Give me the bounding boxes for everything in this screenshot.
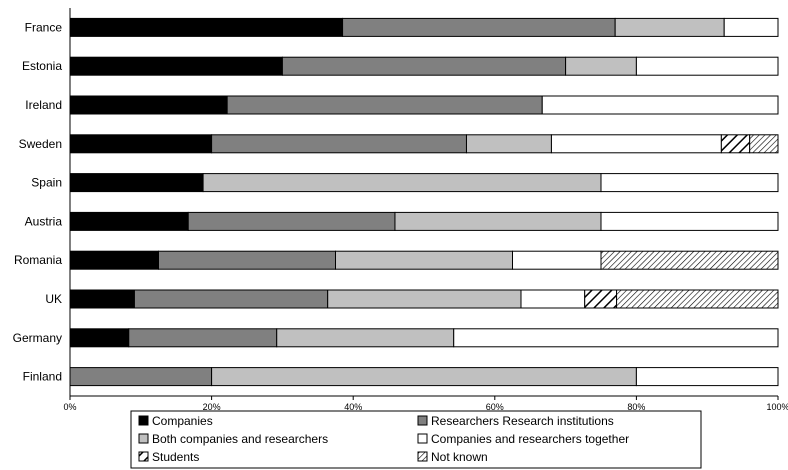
- bar-ireland-companies-and-researchers-together: [541, 95, 779, 115]
- bar-uk-companies-and-researchers-together: [520, 289, 586, 309]
- bar-estonia-companies: [69, 56, 283, 76]
- category-label: Ireland: [25, 98, 62, 112]
- legend-label-not-known: Not known: [431, 450, 488, 464]
- bar-finland-both-companies-and-researchers: [211, 367, 637, 387]
- bar-finland-companies-and-researchers-together: [635, 367, 779, 387]
- bar-austria-companies-and-researchers-together: [600, 211, 779, 231]
- bar-austria-companies: [69, 211, 189, 231]
- bar-ireland-researchers-research-institutions: [226, 95, 543, 115]
- bar-sweden-both-companies-and-researchers: [465, 134, 552, 154]
- bar-germany-companies-and-researchers-together: [453, 328, 779, 348]
- bar-austria-both-companies-and-researchers: [394, 211, 602, 231]
- bar-spain-companies: [69, 173, 204, 193]
- bar-france-companies: [69, 17, 344, 37]
- bar-estonia-researchers-research-institutions: [281, 56, 567, 76]
- x-tick-label: 80%: [627, 402, 645, 412]
- legend: Companies Researchers Research institutio…: [130, 410, 702, 469]
- x-tick-label: 60%: [486, 402, 504, 412]
- bar-sweden-companies-and-researchers-together: [550, 134, 722, 154]
- bar-estonia-companies-and-researchers-together: [635, 56, 779, 76]
- bar-germany-companies: [69, 328, 130, 348]
- legend-swatch-companies: [138, 415, 149, 426]
- bar-uk-not-known: [616, 289, 779, 309]
- bar-romania-companies-and-researchers-together: [512, 250, 602, 270]
- bar-france-researchers-research-institutions: [342, 17, 616, 37]
- bars-layer: [69, 17, 779, 387]
- bar-sweden-researchers-research-institutions: [211, 134, 467, 154]
- bar-romania-researchers-research-institutions: [158, 250, 336, 270]
- category-label: Sweden: [19, 137, 62, 151]
- x-tick-label: 40%: [344, 402, 362, 412]
- legend-swatch-not-known: [417, 451, 428, 462]
- bar-sweden-not-known: [749, 134, 779, 154]
- bar-uk-companies: [69, 289, 135, 309]
- category-label: Romania: [14, 253, 62, 267]
- legend-swatch-students: [138, 451, 149, 462]
- bar-spain-companies-and-researchers-together: [600, 173, 779, 193]
- category-labels: France Estonia Ireland Sweden Spain Austria Ro…: [13, 20, 63, 383]
- category-label: Finland: [23, 370, 62, 384]
- bar-france-both-companies-and-researchers: [614, 17, 725, 37]
- legend-label-researchers-research-institutions: Researchers Research institutions: [431, 414, 614, 428]
- bar-ireland-companies: [69, 95, 228, 115]
- category-label: Germany: [13, 331, 62, 345]
- x-tick-label: 20%: [203, 402, 221, 412]
- bar-spain-both-companies-and-researchers: [202, 173, 602, 193]
- bar-uk-both-companies-and-researchers: [327, 289, 522, 309]
- bar-france-companies-and-researchers-together: [723, 17, 779, 37]
- bar-estonia-both-companies-and-researchers: [565, 56, 637, 76]
- legend-label-companies-and-researchers-together: Companies and researchers together: [431, 432, 629, 446]
- bar-germany-both-companies-and-researchers: [276, 328, 455, 348]
- legend-label-companies: Companies: [152, 414, 213, 428]
- category-label: France: [25, 20, 63, 34]
- bar-uk-students: [584, 289, 618, 309]
- legend-swatch-researchers-research-institutions: [417, 415, 428, 426]
- category-label: Spain: [31, 176, 62, 190]
- bar-germany-researchers-research-institutions: [128, 328, 278, 348]
- category-label: Estonia: [22, 59, 62, 73]
- category-label: UK: [45, 292, 62, 306]
- legend-label-students: Students: [152, 450, 199, 464]
- bar-finland-researchers-research-institutions: [69, 367, 213, 387]
- legend-swatch-both-companies-and-researchers: [138, 433, 149, 444]
- bar-uk-researchers-research-institutions: [133, 289, 329, 309]
- legend-box: [130, 410, 702, 469]
- bar-sweden-companies: [69, 134, 213, 154]
- x-axis: 0% 20% 40% 60% 80% 100%: [63, 8, 788, 412]
- bar-romania-not-known: [600, 250, 779, 270]
- bar-romania-companies: [69, 250, 159, 270]
- legend-label-both-companies-and-researchers: Both companies and researchers: [152, 432, 328, 446]
- x-tick-label: 100%: [766, 402, 788, 412]
- category-label: Austria: [25, 214, 63, 228]
- bar-romania-both-companies-and-researchers: [335, 250, 513, 270]
- legend-swatch-companies-and-researchers-together: [417, 433, 428, 444]
- bar-sweden-students: [720, 134, 751, 154]
- x-tick-label: 0%: [63, 402, 76, 412]
- bar-austria-researchers-research-institutions: [187, 211, 396, 231]
